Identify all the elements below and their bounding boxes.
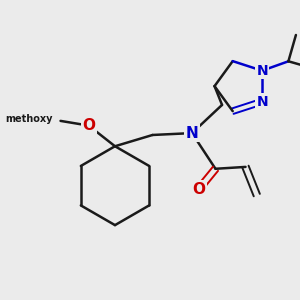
Text: O: O — [82, 118, 95, 133]
Text: O: O — [192, 182, 205, 197]
Text: N: N — [256, 64, 268, 78]
Text: N: N — [256, 94, 268, 109]
Text: N: N — [186, 126, 198, 141]
Text: methoxy: methoxy — [5, 114, 53, 124]
